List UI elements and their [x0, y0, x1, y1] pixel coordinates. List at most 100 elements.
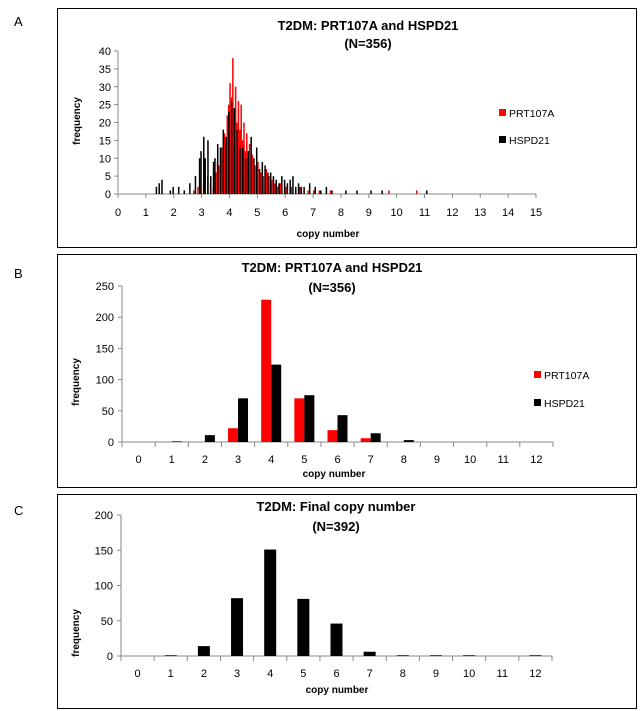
- chart-a-bar-prt107a: [240, 104, 242, 194]
- chart-a-bar-hspd21: [244, 158, 247, 194]
- chart-a-bar-prt107a: [251, 154, 254, 194]
- chart-a-bar-hspd21: [300, 186, 303, 194]
- chart-a-y-tick-label: 25: [99, 100, 111, 112]
- chart-a-bar-prt107a: [193, 190, 195, 194]
- chart-c-y-tick-label: 150: [95, 545, 113, 557]
- chart-a-bar-hspd21: [272, 176, 275, 194]
- chart-c-y-tick-label: 0: [107, 651, 113, 663]
- chart-a-bar-hspd21: [247, 151, 250, 194]
- chart-c-x-tick-label: 6: [333, 668, 339, 680]
- chart-b-bar-prt107a: [294, 398, 305, 442]
- chart-a-y-tick-label: 0: [105, 189, 111, 201]
- chart-c-bar-count: [396, 655, 409, 656]
- chart-b-x-tick-label: 4: [268, 454, 274, 466]
- chart-a-bar-hspd21: [194, 176, 197, 194]
- chart-a-bar-prt107a: [285, 186, 287, 194]
- chart-b-x-tick-label: 2: [202, 454, 208, 466]
- panel-label-c: C: [14, 503, 24, 518]
- chart-a-bar-hspd21: [177, 186, 180, 194]
- chart-a-bar-hspd21: [297, 183, 300, 194]
- chart-a-bar-hspd21: [303, 186, 305, 194]
- chart-a-bar-hspd21: [269, 172, 272, 194]
- chart-a-bar-prt107a: [218, 165, 220, 194]
- chart-a-bar-prt107a: [246, 133, 248, 194]
- chart-a-bar-prt107a: [229, 83, 231, 194]
- chart-b-bar-prt107a: [327, 430, 338, 442]
- chart-a-bar-prt107a: [416, 190, 418, 194]
- chart-b-x-tick-label: 1: [169, 454, 175, 466]
- chart-c-x-tick-label: 0: [135, 668, 141, 680]
- chart-c-x-tick-label: 10: [463, 668, 475, 680]
- chart-a-x-tick-label: 4: [226, 207, 232, 219]
- chart-c-x-tick-label: 12: [529, 668, 541, 680]
- chart-c-x-tick-label: 1: [168, 668, 174, 680]
- chart-a-bar-hspd21: [198, 158, 201, 194]
- chart-a-y-tick-label: 20: [99, 118, 111, 130]
- chart-a-bar-prt107a: [279, 183, 281, 194]
- chart-a-xlabel: copy number: [297, 229, 360, 240]
- chart-a-bar-hspd21: [283, 179, 286, 194]
- chart-a-bar-hspd21: [250, 136, 252, 194]
- chart-a-y-tick-label: 5: [105, 171, 111, 183]
- panel-c: T2DM: Final copy number (N=392) 0 50 100 15…: [57, 494, 637, 709]
- legend-a-swatch-hspd21: [499, 136, 506, 143]
- chart-a-x-tick-label: 1: [143, 207, 149, 219]
- chart-a-bar-prt107a: [307, 190, 309, 194]
- chart-a-x-tick-label: 6: [282, 207, 288, 219]
- chart-a-x-tick-label: 13: [474, 207, 486, 219]
- chart-c-bar-count: [363, 651, 376, 656]
- chart-b-x-tick-label: 8: [401, 454, 407, 466]
- chart-a-x-tick-label: 8: [338, 207, 344, 219]
- chart-b-y-tick-label: 150: [96, 343, 114, 355]
- chart-c-y-tick-label: 200: [95, 510, 113, 522]
- chart-a-bar-hspd21: [381, 190, 383, 194]
- chart-c-x-tick-label: 3: [234, 668, 240, 680]
- legend-b-swatch-hspd21: [534, 399, 541, 406]
- chart-c-xlabel: copy number: [306, 685, 369, 696]
- chart-a-bar-hspd21: [261, 161, 264, 194]
- chart-b-bar-hspd21: [403, 440, 414, 442]
- chart-a-bar-prt107a: [262, 176, 265, 194]
- chart-a-y-tick-label: 35: [99, 64, 111, 76]
- chart-c-x-tick-label: 4: [267, 668, 273, 680]
- chart-a-bar-hspd21: [212, 161, 215, 194]
- chart-c-x-tick-label: 5: [300, 668, 306, 680]
- chart-a-bar-hspd21: [155, 186, 158, 194]
- chart-a-subtitle: (N=356): [344, 36, 391, 51]
- chart-a-bar-prt107a: [276, 186, 279, 194]
- chart-a-bar-hspd21: [239, 147, 241, 194]
- chart-a-bar-prt107a: [226, 115, 229, 194]
- chart-a-bar-prt107a: [223, 133, 226, 194]
- panel-label-a: A: [14, 14, 23, 29]
- chart-a-bar-hspd21: [331, 190, 333, 194]
- chart-a-bar-prt107a: [243, 122, 245, 194]
- chart-a-bar-hspd21: [320, 190, 322, 194]
- chart-b-y-tick-label: 100: [96, 375, 114, 387]
- chart-a-bar-hspd21: [189, 183, 191, 194]
- chart-b-y-tick-label: 50: [102, 406, 114, 418]
- chart-b-x-tick-label: 10: [464, 454, 476, 466]
- chart-a-x-tick-label: 15: [530, 207, 542, 219]
- chart-a-bar-hspd21: [233, 108, 236, 194]
- chart-b-x-tick-label: 12: [530, 454, 542, 466]
- chart-b-bar-prt107a: [360, 438, 371, 442]
- chart-a-bar-hspd21: [286, 183, 289, 194]
- legend-a-label-hspd21: HSPD21: [509, 135, 550, 147]
- chart-c-y-tick-label: 100: [95, 581, 113, 593]
- chart-b-y-tick-label: 0: [108, 437, 114, 449]
- chart-a-bar-hspd21: [200, 151, 202, 194]
- chart-a-bar-prt107a: [312, 190, 315, 194]
- chart-a-bar-hspd21: [258, 168, 261, 194]
- chart-a-bar-prt107a: [234, 86, 237, 194]
- chart-a-y-tick-label: 40: [99, 46, 111, 58]
- chart-b-y-tick-label: 200: [96, 312, 114, 324]
- chart-a-x-tick-label: 12: [446, 207, 458, 219]
- chart-a-bar-hspd21: [222, 129, 225, 194]
- chart-a-bar-hspd21: [264, 165, 266, 194]
- chart-b-x-tick-label: 0: [136, 454, 142, 466]
- chart-c-x-tick-label: 2: [201, 668, 207, 680]
- panel-b: T2DM: PRT107A and HSPD21 (N=356) 0 50 100 1…: [57, 254, 637, 488]
- chart-a-bar-hspd21: [225, 136, 227, 194]
- chart-c-bar-count: [297, 598, 310, 656]
- chart-a-bar-hspd21: [294, 186, 297, 194]
